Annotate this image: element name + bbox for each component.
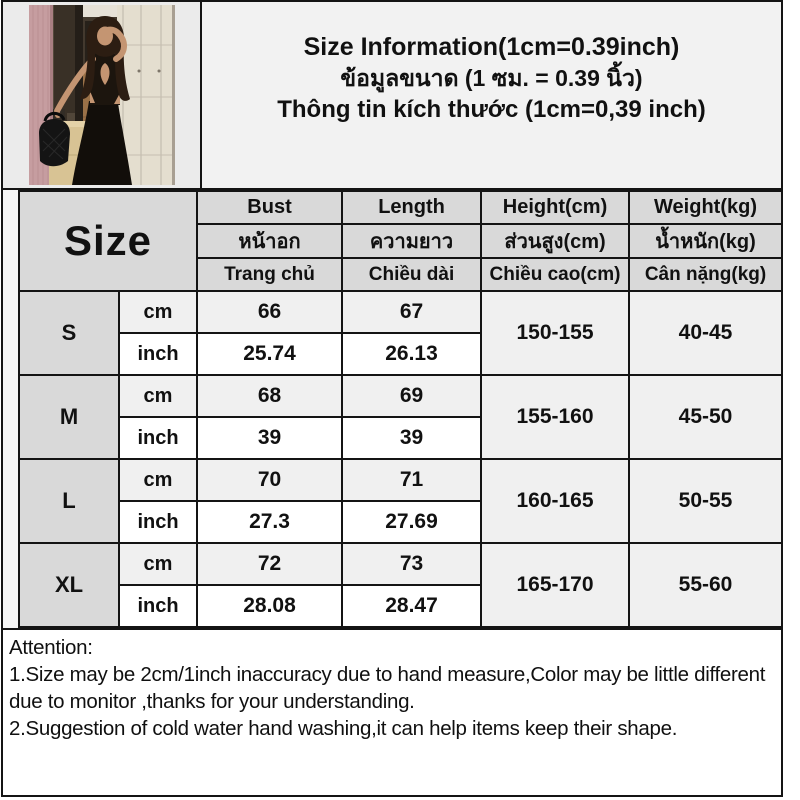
length-cm-value: 71: [341, 458, 483, 502]
height-range: 160-165: [480, 458, 631, 544]
attention-line-3: 2.Suggestion of cold water hand washing,…: [9, 717, 678, 740]
attention-heading: Attention:: [9, 636, 93, 659]
length-inch-value: 27.69: [341, 500, 483, 544]
col-header-weight-th: น้ำหนัก(kg): [628, 223, 781, 259]
bust-inch-value: 25.74: [196, 332, 344, 376]
weight-range: 50-55: [628, 458, 781, 544]
header-row: Size Information(1cm=0.39inch) ข้อมูลขนา…: [3, 2, 781, 190]
col-header-length-vi: Chiều dài: [341, 257, 483, 292]
length-cm-value: 67: [341, 290, 483, 334]
attention-line-2: due to monitor ,thanks for your understa…: [9, 690, 415, 713]
unit-inch: inch: [117, 584, 199, 628]
corner-size-label: Size: [17, 190, 199, 292]
length-cm-value: 73: [341, 542, 483, 586]
title-thai: ข้อมูลขนาด (1 ซม. = 0.39 นิ้ว): [340, 65, 643, 91]
length-inch-value: 39: [341, 416, 483, 460]
col-header-weight-vi: Cân nặng(kg): [628, 257, 781, 292]
col-header-height-vi: Chiều cao(cm): [480, 257, 631, 292]
size-table: Size Bust Length Height(cm) Weight(kg) ห…: [17, 190, 781, 628]
attention-note: Attention: 1.Size may be 2cm/1inch inacc…: [3, 628, 781, 795]
size-label-s: S: [18, 290, 120, 376]
col-header-bust-en: Bust: [196, 190, 344, 225]
photo-cell: [3, 2, 202, 188]
weight-range: 40-45: [628, 290, 781, 376]
unit-inch: inch: [117, 416, 199, 460]
bust-cm-value: 70: [196, 458, 344, 502]
title-english: Size Information(1cm=0.39inch): [303, 33, 680, 61]
height-range: 150-155: [480, 290, 631, 376]
title-vietnamese: Thông tin kích thước (1cm=0,39 inch): [277, 96, 706, 123]
bust-cm-value: 72: [196, 542, 344, 586]
size-label-xl: XL: [18, 542, 120, 628]
height-range: 165-170: [480, 542, 631, 628]
content-frame: Size Information(1cm=0.39inch) ข้อมูลขนา…: [1, 0, 783, 797]
col-header-length-en: Length: [341, 190, 483, 225]
unit-cm: cm: [117, 374, 199, 418]
bust-inch-value: 27.3: [196, 500, 344, 544]
attention-line-1: 1.Size may be 2cm/1inch inaccuracy due t…: [9, 663, 766, 686]
size-label-l: L: [18, 458, 120, 544]
unit-cm: cm: [117, 458, 199, 502]
bust-cm-value: 66: [196, 290, 344, 334]
length-cm-value: 69: [341, 374, 483, 418]
length-inch-value: 28.47: [341, 584, 483, 628]
height-range: 155-160: [480, 374, 631, 460]
product-photo: [28, 5, 175, 185]
table-zone: Size Bust Length Height(cm) Weight(kg) ห…: [3, 190, 781, 628]
col-header-height-th: ส่วนสูง(cm): [480, 223, 631, 259]
unit-cm: cm: [117, 542, 199, 586]
bust-cm-value: 68: [196, 374, 344, 418]
bust-inch-value: 39: [196, 416, 344, 460]
col-header-bust-th: หน้าอก: [196, 223, 344, 259]
col-header-height-en: Height(cm): [480, 190, 631, 225]
weight-range: 45-50: [628, 374, 781, 460]
left-gap: [3, 190, 18, 628]
unit-cm: cm: [117, 290, 199, 334]
bust-inch-value: 28.08: [196, 584, 344, 628]
col-header-weight-en: Weight(kg): [628, 190, 781, 225]
col-header-length-th: ความยาว: [341, 223, 483, 259]
size-label-m: M: [18, 374, 120, 460]
unit-inch: inch: [117, 500, 199, 544]
col-header-bust-vi: Trang chủ: [196, 257, 344, 292]
weight-range: 55-60: [628, 542, 781, 628]
title-cell: Size Information(1cm=0.39inch) ข้อมูลขนา…: [202, 2, 781, 188]
unit-inch: inch: [117, 332, 199, 376]
length-inch-value: 26.13: [341, 332, 483, 376]
